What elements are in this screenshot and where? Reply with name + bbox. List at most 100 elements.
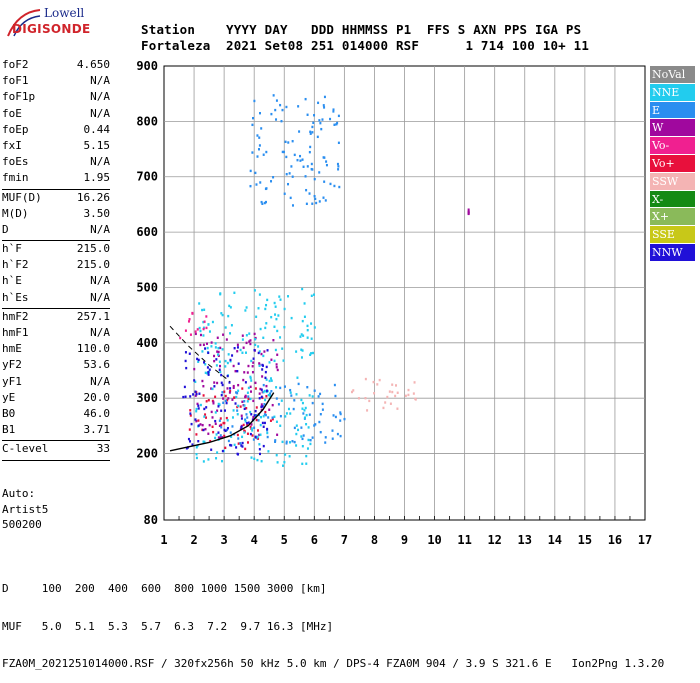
- echo-point: [258, 452, 261, 456]
- echo-point: [275, 317, 278, 321]
- legend-item: W: [650, 119, 695, 138]
- echo-point: [259, 415, 262, 419]
- param-value: 257.1: [76, 309, 110, 323]
- echo-point: [230, 435, 233, 438]
- param-row: h`E N/A: [2, 274, 110, 290]
- echo-point: [205, 400, 208, 403]
- trace-profile-line: [169, 392, 275, 452]
- echo-point: [290, 394, 293, 397]
- echo-point: [242, 346, 245, 349]
- y-tick-label: 80: [144, 513, 158, 527]
- echo-point: [241, 334, 244, 337]
- echo-point: [273, 359, 276, 363]
- echo-point: [281, 347, 284, 350]
- echo-point: [236, 350, 239, 353]
- echo-point: [205, 406, 208, 409]
- echo-point: [251, 370, 254, 374]
- echo-point: [187, 437, 190, 441]
- echo-point: [264, 200, 267, 204]
- echo-point: [305, 188, 308, 192]
- echo-point: [214, 411, 217, 414]
- echo-point: [302, 434, 305, 437]
- echo-point: [254, 387, 257, 390]
- echo-point: [310, 322, 313, 325]
- echo-point: [262, 336, 265, 339]
- echo-point: [216, 451, 219, 454]
- param-row: foE N/A: [2, 107, 110, 123]
- legend-item: NNE: [650, 83, 695, 102]
- echo-point: [334, 415, 337, 419]
- param-separator: [2, 240, 110, 242]
- echo-point: [198, 326, 201, 330]
- echo-point: [265, 150, 268, 154]
- echo-point: [182, 395, 185, 399]
- echo-point: [214, 436, 217, 440]
- param-row: foEs N/A: [2, 155, 110, 171]
- echo-point: [266, 427, 269, 431]
- echo-point: [246, 416, 249, 419]
- echo-point: [293, 426, 296, 430]
- echo-point: [204, 427, 207, 431]
- echo-point: [376, 383, 379, 386]
- echo-point: [198, 392, 201, 395]
- echo-point: [258, 293, 261, 296]
- echo-point: [187, 320, 190, 323]
- echo-point: [307, 426, 310, 429]
- param-row: MUF(D) 16.26: [2, 191, 110, 207]
- echo-point: [276, 461, 279, 464]
- echo-point: [319, 121, 322, 125]
- echo-point: [246, 371, 249, 374]
- echo-point: [290, 165, 293, 168]
- echo-point: [207, 371, 210, 374]
- echo-point: [226, 419, 229, 422]
- param-label: yF2: [2, 358, 22, 372]
- echo-point: [254, 435, 257, 439]
- echo-point: [237, 362, 240, 365]
- echo-point: [321, 118, 324, 121]
- echo-point: [265, 389, 268, 392]
- echo-point: [291, 204, 294, 207]
- echo-point: [251, 123, 254, 127]
- param-row: h`F 215.0: [2, 242, 110, 258]
- echo-point: [226, 399, 229, 402]
- echo-point: [241, 400, 244, 403]
- echo-point: [221, 383, 224, 387]
- echo-point: [264, 370, 267, 374]
- echo-point: [260, 388, 263, 391]
- echo-point: [325, 160, 328, 163]
- echo-point: [243, 431, 246, 434]
- echo-point: [227, 397, 230, 400]
- echo-point: [227, 353, 230, 356]
- echo-point: [301, 287, 304, 291]
- echo-point: [276, 353, 279, 356]
- echo-point: [220, 381, 223, 384]
- echo-point: [229, 387, 232, 390]
- echo-point: [309, 130, 312, 134]
- echo-point: [259, 327, 262, 331]
- param-row: h`F2 215.0: [2, 258, 110, 274]
- echo-point: [285, 155, 288, 159]
- echo-point: [195, 410, 198, 413]
- echo-point: [217, 405, 220, 408]
- echo-point: [318, 171, 321, 174]
- echo-point: [313, 194, 316, 198]
- echo-point: [243, 404, 246, 407]
- echo-point: [197, 404, 200, 407]
- echo-point: [305, 202, 308, 206]
- echo-point: [336, 121, 339, 125]
- x-tick-label: 17: [638, 533, 652, 547]
- legend-item: NNW: [650, 243, 695, 262]
- param-label: h`F: [2, 242, 22, 256]
- echo-point: [249, 169, 252, 173]
- echo-point: [218, 419, 221, 422]
- echo-point: [295, 444, 298, 447]
- echo-point: [267, 416, 270, 419]
- logo-arc-icon: [7, 9, 41, 37]
- echo-point: [258, 350, 261, 353]
- param-label: yF1: [2, 374, 22, 388]
- param-value: 16.26: [76, 190, 110, 204]
- echo-point: [293, 399, 296, 402]
- echo-point: [262, 383, 265, 387]
- echo-point: [303, 409, 306, 412]
- echo-point: [194, 394, 197, 397]
